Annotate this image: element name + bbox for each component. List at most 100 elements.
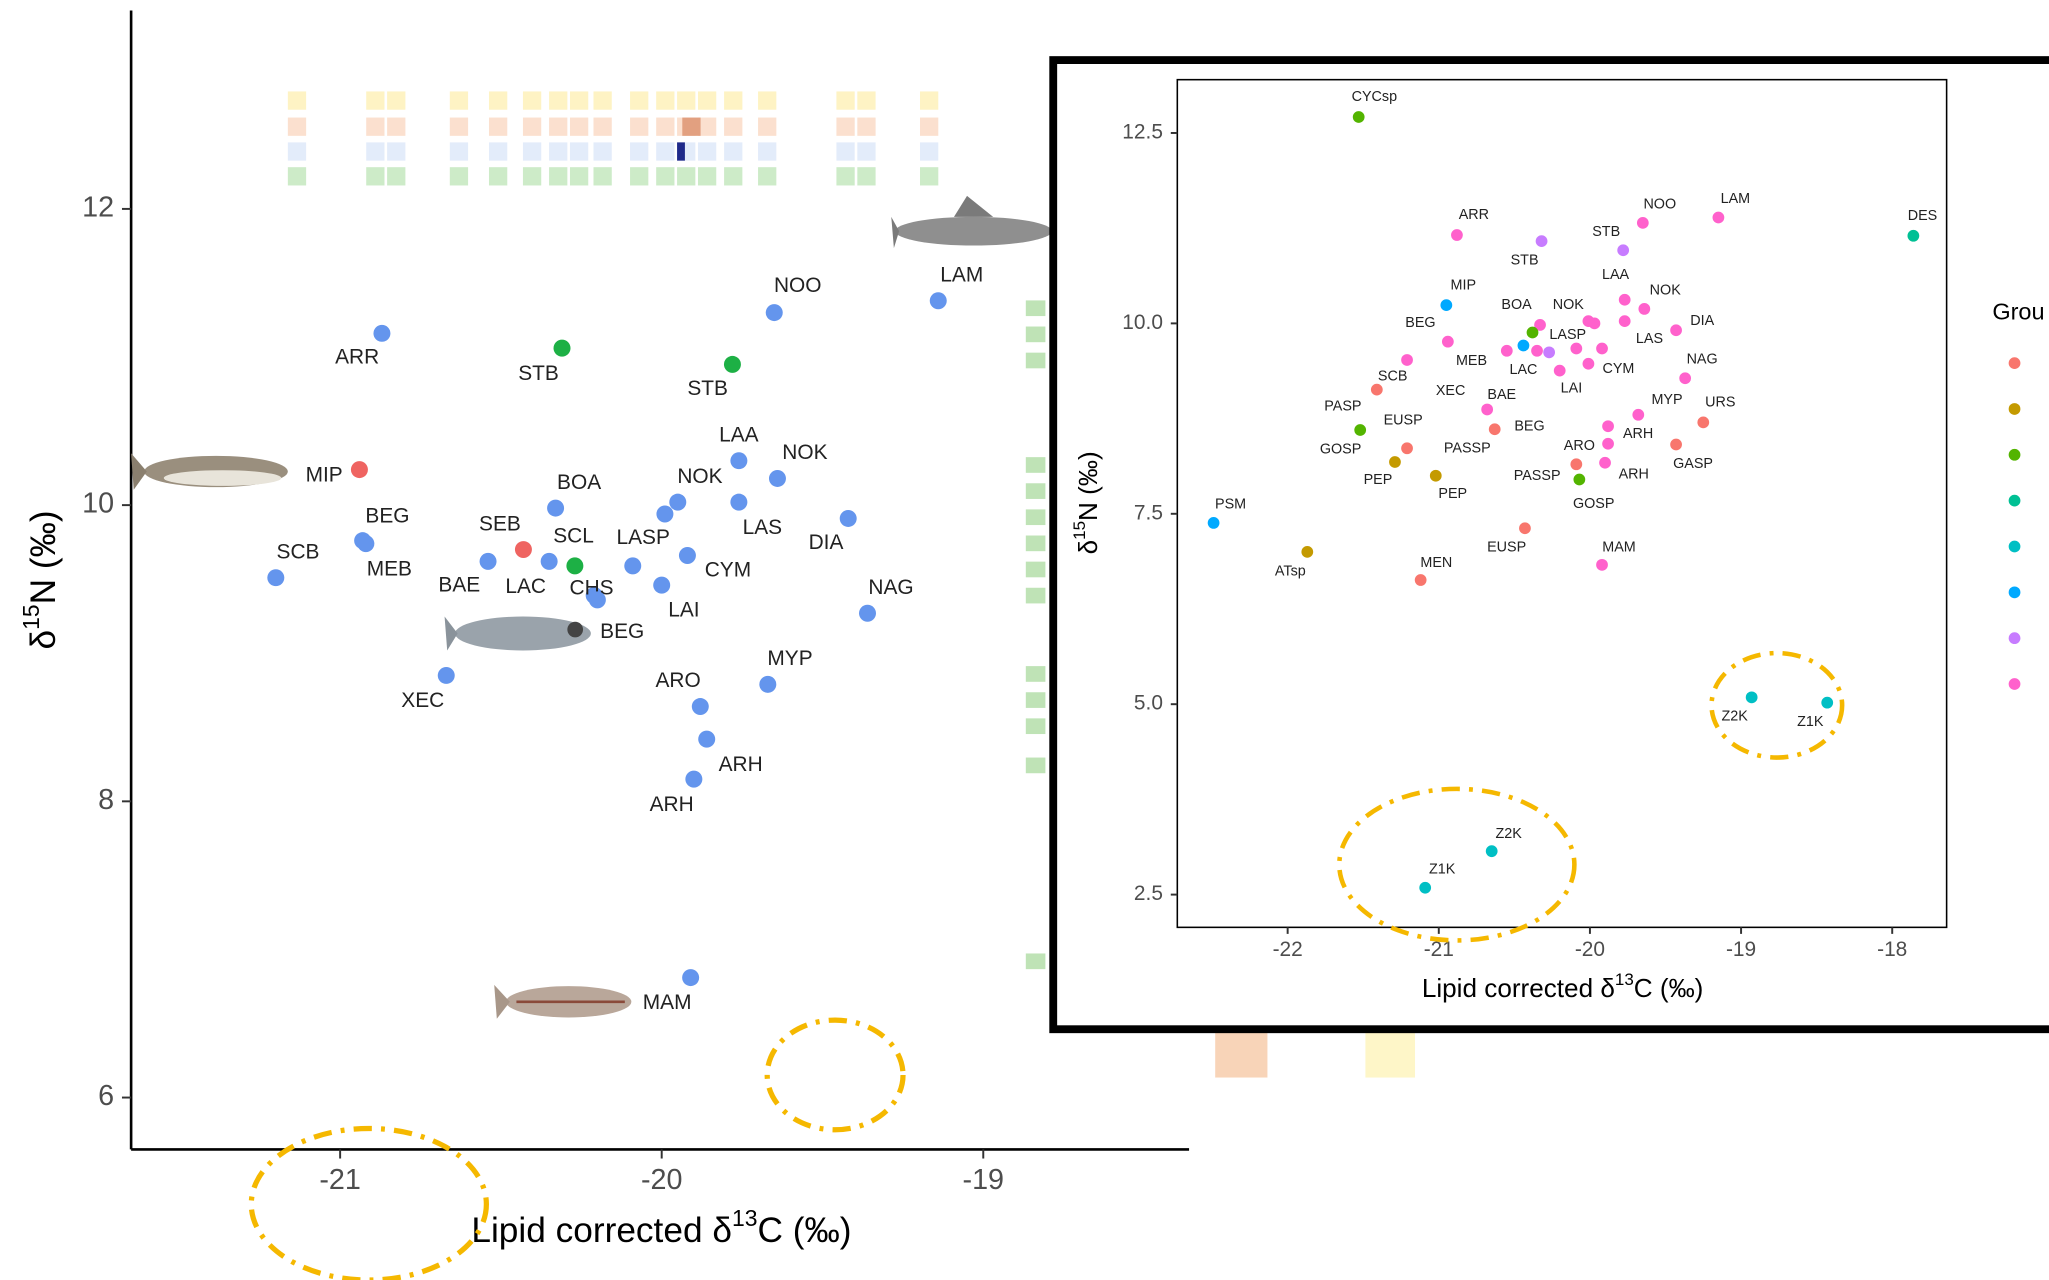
point	[357, 535, 375, 553]
highlight-ellipse	[248, 1125, 489, 1280]
legend-swatch	[2008, 357, 2021, 369]
heat-cell	[287, 142, 307, 161]
point-label: PEP	[1364, 472, 1393, 488]
heat-cell	[522, 142, 542, 161]
point-label: Z1K	[1797, 714, 1824, 730]
heat-cell	[287, 91, 307, 110]
point	[373, 324, 391, 342]
heat-cell	[449, 91, 469, 110]
point	[1207, 517, 1220, 529]
point-label: XEC	[401, 689, 444, 712]
y-tick-label: 5.0	[1134, 692, 1163, 715]
point-label: MAM	[1602, 540, 1636, 556]
point-label: LAI	[1561, 381, 1583, 397]
heat-cell	[366, 167, 385, 186]
fish	[494, 984, 632, 1019]
heat-cell	[677, 91, 696, 110]
y-tick-label: 8	[98, 784, 114, 816]
heat-cell	[857, 117, 876, 136]
point	[1712, 211, 1725, 224]
point	[624, 557, 642, 575]
point	[566, 557, 584, 575]
inset-chart: -22 -21 -20 -19 -18 2.5 5.0 7.5 10.0 12.5 Lipid co…	[1070, 78, 2045, 1003]
heat-cell	[697, 91, 717, 110]
x-tick-label: -19	[963, 1164, 1005, 1196]
point-label: MEB	[1456, 353, 1487, 369]
point-label: CYM	[705, 559, 751, 582]
point	[1419, 881, 1432, 894]
heat-cell	[630, 167, 649, 186]
point-label: MAM	[643, 991, 692, 1014]
point	[656, 505, 674, 523]
point	[1534, 319, 1546, 331]
heat-cell	[593, 91, 612, 110]
y-axis-title-part: 15	[18, 604, 44, 629]
point-label: ARH	[1619, 466, 1649, 482]
heat-cell	[1025, 692, 1046, 708]
swatch	[1365, 1031, 1416, 1078]
point-label: PEP	[1438, 486, 1467, 502]
point	[553, 339, 571, 357]
point	[1553, 364, 1566, 377]
heat-cell	[677, 167, 696, 186]
heat-cell	[366, 91, 385, 110]
point-label: LAM	[1721, 191, 1751, 207]
point	[1636, 216, 1649, 229]
point-label: LAC	[1509, 362, 1537, 378]
point-label: LASP	[617, 526, 670, 549]
heat-cell	[682, 117, 701, 136]
heat-cell	[857, 167, 876, 186]
legend-swatch	[2008, 540, 2021, 553]
point-label: URS	[1705, 395, 1735, 411]
heat-cell	[1025, 300, 1046, 317]
heat-cell	[697, 167, 717, 186]
point-label: NAG	[868, 576, 913, 599]
y-tick-label: 12	[82, 192, 114, 224]
point-label: BOA	[557, 471, 601, 494]
plot-frame	[1176, 78, 1948, 929]
point	[1535, 235, 1548, 248]
point-label: NOK	[677, 465, 722, 488]
heat-cell	[593, 142, 612, 161]
legend-swatch	[2008, 403, 2021, 415]
heat-cell	[758, 91, 777, 110]
heat-cell	[1025, 457, 1046, 473]
heat-cell	[656, 117, 675, 136]
point	[1599, 456, 1611, 469]
heat-cell	[287, 167, 307, 186]
point-label: NOK	[1553, 297, 1585, 313]
heat-cell	[549, 167, 568, 186]
point-label: DIA	[1690, 313, 1714, 329]
point-label: ATsp	[1275, 563, 1306, 579]
x-tick-label: -21	[319, 1164, 361, 1196]
heat-cell	[697, 117, 717, 136]
point	[1440, 299, 1453, 311]
legend-swatch	[2008, 586, 2021, 599]
point	[698, 730, 716, 748]
point	[1370, 383, 1383, 396]
point-label: ARR	[1459, 207, 1489, 223]
point-label: MEN	[1420, 555, 1452, 571]
point-label: SCB	[1378, 369, 1408, 385]
point	[1500, 344, 1513, 357]
heat-cell	[724, 142, 743, 161]
heat-cell	[387, 167, 406, 186]
y-tick-label: 6	[98, 1080, 114, 1112]
point-label: LASP	[1549, 327, 1586, 343]
y-tick-label: 10.0	[1122, 311, 1163, 334]
point	[1618, 293, 1631, 306]
x-tick-label: -18	[1877, 938, 1907, 961]
point	[1697, 416, 1710, 429]
point-label: BOA	[1501, 297, 1532, 313]
point-label: SEB	[479, 512, 521, 535]
heat-cell	[387, 91, 406, 110]
heat-cell	[758, 117, 777, 136]
heat-cell	[697, 142, 717, 161]
point	[479, 552, 497, 570]
legend-swatch	[2008, 494, 2021, 507]
heat-cell	[1025, 483, 1046, 499]
heat-cell	[1025, 953, 1046, 970]
main-chart: -21 -20 -19 6 8 10 12 Lipid corrected δ13C (‰) δ…	[18, 10, 1190, 1250]
heat-cell	[1025, 587, 1046, 604]
heat-cell	[593, 167, 612, 186]
